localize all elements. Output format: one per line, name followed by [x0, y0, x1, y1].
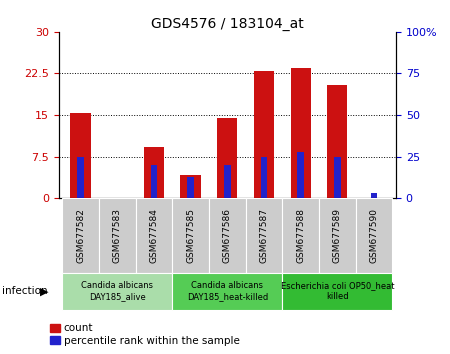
- FancyBboxPatch shape: [172, 273, 282, 310]
- Title: GDS4576 / 183104_at: GDS4576 / 183104_at: [151, 17, 304, 31]
- Polygon shape: [62, 198, 99, 273]
- Polygon shape: [99, 198, 135, 273]
- Text: GSM677584: GSM677584: [149, 208, 158, 263]
- Bar: [217, 118, 237, 198]
- Bar: [334, 156, 341, 198]
- Bar: [180, 175, 201, 198]
- Text: GSM677589: GSM677589: [333, 208, 342, 263]
- Text: GSM677585: GSM677585: [186, 208, 195, 263]
- Bar: [70, 113, 90, 198]
- Text: ▶: ▶: [40, 286, 48, 296]
- Polygon shape: [209, 198, 246, 273]
- Text: Candida albicans
DAY185_alive: Candida albicans DAY185_alive: [81, 281, 153, 301]
- Polygon shape: [246, 198, 282, 273]
- Text: GSM677588: GSM677588: [296, 208, 305, 263]
- Text: GSM677582: GSM677582: [76, 208, 85, 263]
- Bar: [254, 71, 274, 198]
- Bar: [371, 193, 377, 198]
- Text: GSM677590: GSM677590: [369, 208, 378, 263]
- Bar: [77, 156, 84, 198]
- FancyBboxPatch shape: [282, 273, 392, 310]
- Bar: [297, 152, 304, 198]
- Text: GSM677587: GSM677587: [260, 208, 269, 263]
- Text: GSM677586: GSM677586: [223, 208, 232, 263]
- Text: GSM677583: GSM677583: [112, 208, 122, 263]
- Bar: [327, 85, 347, 198]
- Text: Candida albicans
DAY185_heat-killed: Candida albicans DAY185_heat-killed: [187, 281, 268, 301]
- Polygon shape: [282, 198, 319, 273]
- FancyBboxPatch shape: [62, 273, 172, 310]
- Bar: [224, 165, 230, 198]
- Text: Escherichia coli OP50_heat
killed: Escherichia coli OP50_heat killed: [280, 281, 394, 301]
- Legend: count, percentile rank within the sample: count, percentile rank within the sample: [50, 324, 239, 346]
- Text: infection: infection: [2, 286, 48, 296]
- Polygon shape: [319, 198, 356, 273]
- Bar: [144, 147, 164, 198]
- Polygon shape: [135, 198, 172, 273]
- Bar: [187, 177, 194, 198]
- Polygon shape: [172, 198, 209, 273]
- Polygon shape: [356, 198, 392, 273]
- Bar: [261, 156, 267, 198]
- Bar: [291, 68, 310, 198]
- Bar: [151, 165, 157, 198]
